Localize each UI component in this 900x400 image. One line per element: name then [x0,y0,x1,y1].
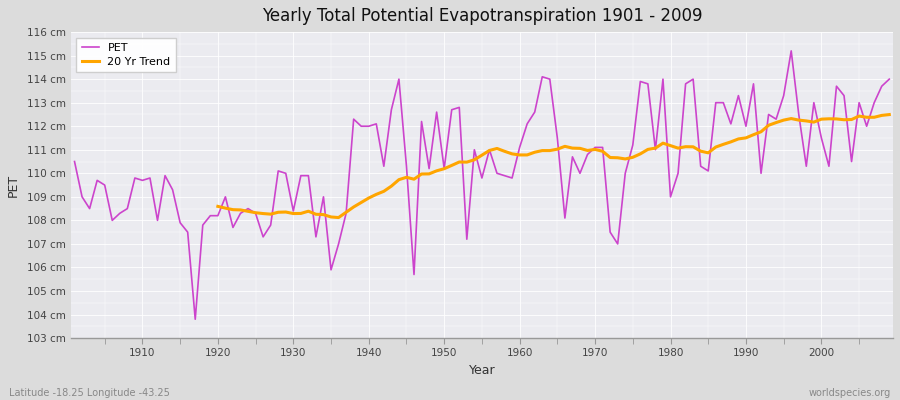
PET [348,117,359,122]
20 Yr Trend [424,172,435,176]
X-axis label: Year: Year [469,364,495,377]
20 Yr Trend [778,118,789,122]
20 Yr Trend [884,112,895,117]
Legend: PET, 20 Yr Trend: PET, 20 Yr Trend [76,38,176,72]
20 Yr Trend [212,204,223,209]
Text: Latitude -18.25 Longitude -43.25: Latitude -18.25 Longitude -43.25 [9,388,170,398]
Title: Yearly Total Potential Evapotranspiration 1901 - 2009: Yearly Total Potential Evapotranspiratio… [262,7,702,25]
20 Yr Trend [688,144,698,149]
PET [884,77,895,82]
20 Yr Trend [794,118,805,122]
20 Yr Trend [333,215,344,220]
PET [612,242,623,246]
PET [514,145,525,150]
Line: PET: PET [75,51,889,319]
PET [786,48,796,53]
Text: worldspecies.org: worldspecies.org [809,388,891,398]
PET [69,159,80,164]
PET [130,176,140,180]
PET [522,122,533,126]
Line: 20 Yr Trend: 20 Yr Trend [218,114,889,218]
20 Yr Trend [303,209,314,214]
Y-axis label: PET: PET [7,174,20,197]
PET [190,317,201,322]
20 Yr Trend [861,115,872,120]
PET [303,173,314,178]
